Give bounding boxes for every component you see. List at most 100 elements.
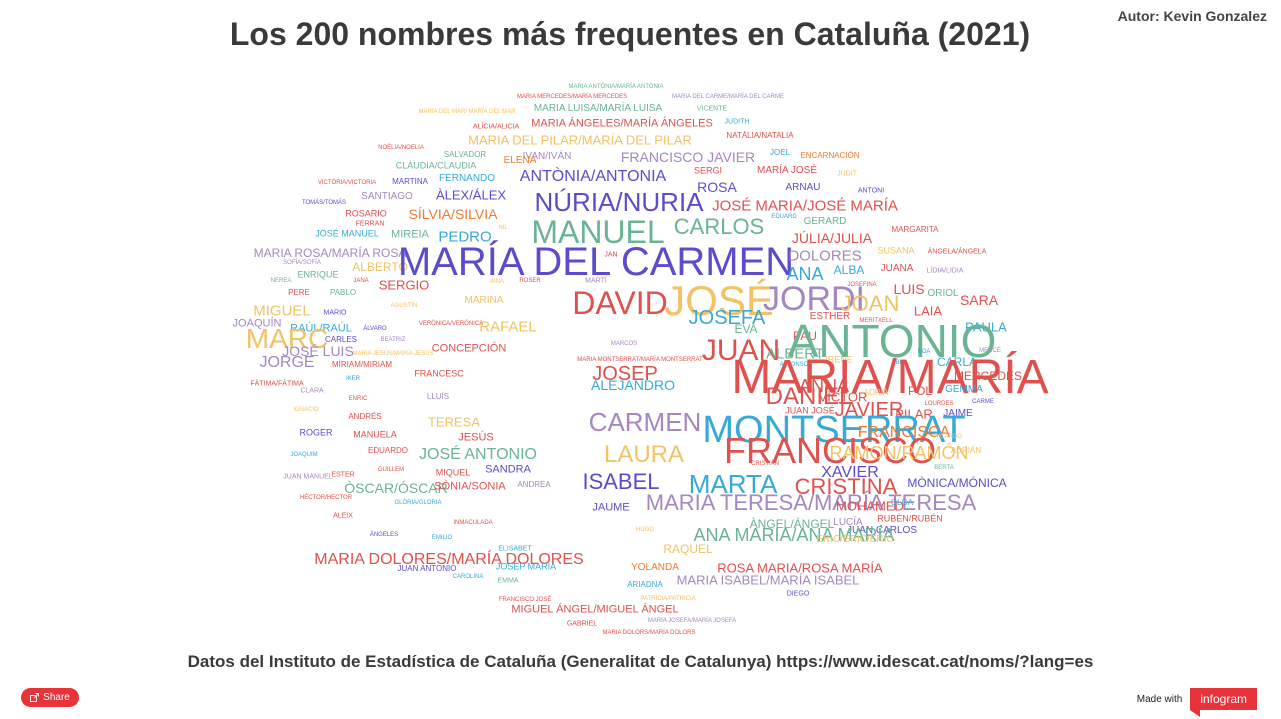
word-cloud-name: RICARDO — [934, 434, 962, 440]
word-cloud-name: ENRIC — [348, 396, 368, 402]
made-with-label: Made with — [1136, 693, 1183, 705]
word-cloud-name: ÀLEX/ÁLEX — [435, 187, 507, 203]
word-cloud-name: GERARD — [803, 216, 847, 227]
word-cloud-name: ROGER — [299, 427, 333, 438]
word-cloud-name: PAU — [793, 329, 817, 343]
word-cloud-name: MARÍA JOSÉ — [756, 165, 818, 176]
word-cloud-name: ERIC/ÈRIC/ÉRIC — [816, 534, 894, 545]
word-cloud-name: SANDRA — [485, 463, 531, 476]
word-cloud-name: MARIA DOLORES/MARÍA DOLORES — [314, 551, 584, 568]
word-cloud-name: MIQUEL — [435, 467, 471, 478]
word-cloud-name: FRANCISCA — [857, 424, 951, 441]
word-cloud-name: ESTER — [331, 471, 355, 479]
word-cloud-name: MARÍA DEL CARMEN — [397, 240, 795, 284]
word-cloud-name: MARC — [245, 323, 329, 354]
word-cloud-name: RAQUEL — [663, 542, 713, 556]
word-cloud-name: SERGI — [693, 165, 723, 176]
word-cloud-name: IKER — [345, 376, 361, 382]
word-cloud-name: FRANCESC — [414, 368, 464, 379]
word-cloud-name: LUIS — [893, 281, 925, 297]
word-cloud-name: SUSANA — [877, 245, 915, 256]
word-cloud-name: ANTONI — [857, 187, 885, 195]
word-cloud-name: NIL — [498, 225, 508, 231]
word-cloud-name: JOEL — [769, 148, 791, 157]
word-cloud-name: NOA — [917, 349, 931, 355]
word-cloud-name: TERESA — [427, 414, 481, 430]
word-cloud-name: JANA — [353, 278, 369, 284]
word-cloud-name: MONTSERRAT — [702, 409, 966, 451]
word-cloud-name: ARIADNA — [627, 580, 663, 589]
word-cloud-name: MOHAMED — [836, 498, 904, 514]
word-cloud-name: POL — [907, 384, 933, 398]
word-cloud-name: SANTIAGO — [361, 191, 413, 202]
word-cloud-name: MARIA/MARÍA — [731, 351, 1049, 404]
word-cloud-name: ALEIX — [333, 512, 353, 520]
word-cloud-name: JORDI — [763, 280, 865, 318]
word-cloud-name: DANIEL — [765, 383, 853, 410]
word-cloud-name: DIEGO — [786, 590, 810, 598]
word-cloud-name: ROSARIO — [345, 208, 387, 219]
word-cloud-name: JUDIT — [837, 170, 857, 178]
word-cloud-name: JUAN — [701, 334, 781, 367]
word-cloud-name: PERE — [288, 288, 310, 297]
word-cloud-name: MÒNICA/MÓNICA — [907, 476, 1007, 490]
word-cloud-name: ISABEL — [582, 469, 660, 494]
word-cloud-name: ORIOL — [927, 288, 959, 299]
word-cloud-name: MARTA — [688, 469, 778, 499]
word-cloud-name: ÒSCAR/ÓSCAR — [344, 480, 448, 496]
word-cloud-name: ROSER — [519, 278, 541, 284]
word-cloud-name: ÀNGEL/ÁNGEL — [749, 517, 835, 531]
word-cloud-name: JESÚS — [458, 431, 494, 444]
word-cloud-name: GLÒRIA/GLORIA — [394, 500, 442, 506]
word-cloud-name: EDUARDO — [367, 446, 409, 455]
word-cloud-name: JOAQUIM — [290, 452, 318, 458]
word-cloud-name: ARNAU — [785, 182, 821, 193]
word-cloud-name: PABLO — [329, 288, 357, 297]
word-cloud-name: MARIO — [323, 309, 347, 317]
word-cloud-name: MIGUEL — [253, 302, 311, 320]
word-cloud-name: RAFAEL — [479, 318, 537, 336]
word-cloud-name: JAVIER — [834, 399, 904, 421]
share-label: Share — [43, 692, 70, 703]
word-cloud-name: JUAN CARLOS — [846, 525, 918, 536]
word-cloud-name: YOLANDA — [631, 562, 679, 573]
word-cloud-name: AGUSTÍN — [390, 303, 418, 309]
word-cloud-name: LÍDIA/LIDIA — [926, 267, 964, 275]
word-cloud-name: JOSEP MARIA — [495, 561, 557, 572]
word-cloud-name: PATRÍCIA/PATRICIA — [640, 596, 696, 602]
word-cloud-name: LAIA — [913, 303, 943, 319]
word-cloud-name: GABRIEL — [566, 620, 598, 628]
word-cloud-name: JORGE — [259, 354, 315, 371]
word-cloud-name: MIGUEL ÁNGEL/MIGUEL ÁNGEL — [511, 603, 679, 616]
word-cloud-name: FRANCISCO JOSÉ — [498, 597, 552, 603]
word-cloud-name: JOAQUÍN — [232, 317, 282, 330]
word-cloud-name: MERCÈ — [979, 348, 1001, 354]
word-cloud-name: ALEJANDRO — [590, 377, 676, 393]
word-cloud-name: MARIA DEL CARME/MARÍA DEL CARME — [672, 94, 784, 100]
word-cloud-name: MARIA DEL MAR/ MARÍA DEL MAR — [418, 109, 516, 115]
word-cloud-name: SARA — [959, 292, 999, 308]
word-cloud-name: JAN — [604, 251, 618, 259]
word-cloud-name: BIEL — [895, 360, 909, 366]
word-cloud-name: NÚRIA/NURIA — [534, 187, 704, 217]
word-cloud-name: IVAN/IVÁN — [522, 151, 572, 162]
word-cloud-name: MERITXELL — [859, 318, 893, 324]
infogram-logo-link[interactable]: infogram — [1190, 688, 1257, 717]
word-cloud-name: ADRIÀ — [863, 388, 889, 397]
word-cloud-name: ALBERTO — [352, 260, 408, 274]
word-cloud-name: LUCÍA — [833, 517, 863, 528]
word-cloud-name: ALBERT — [765, 345, 825, 363]
word-cloud-name: ANA MARIA/ANA MARÍA — [693, 525, 895, 545]
word-cloud-name: ÀNGELA/ÁNGELA — [927, 248, 987, 256]
word-cloud-name: MERCEDES — [953, 369, 1023, 383]
word-cloud-name: VERÒNICA/VERÓNICA — [418, 321, 484, 327]
word-cloud-name: JOSEFA — [688, 307, 766, 329]
word-cloud-name: JUANA — [880, 263, 914, 274]
word-cloud-name: JOSÉ MANUEL — [315, 228, 379, 239]
word-cloud-name: CAROLINA — [452, 574, 484, 580]
word-cloud-name: JUAN ANTONIO — [397, 564, 457, 573]
word-cloud-name: XAVIER — [821, 464, 879, 481]
share-button[interactable]: Share — [21, 688, 79, 707]
word-cloud-name: JOSÉ MARIA/JOSÉ MARÍA — [712, 197, 898, 215]
word-cloud-name: ANNA — [798, 376, 850, 396]
